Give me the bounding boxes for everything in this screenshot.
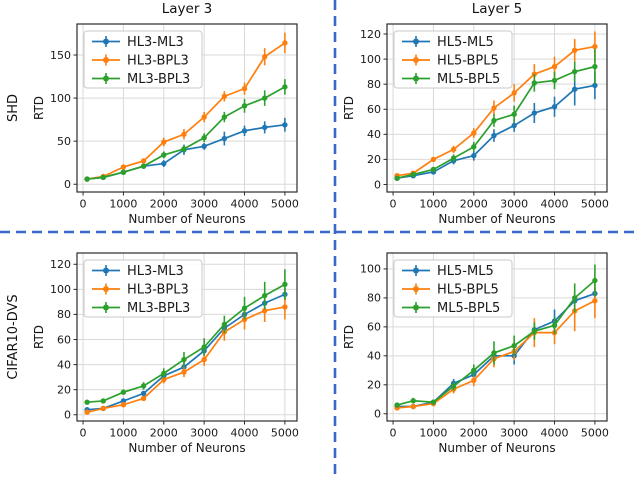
legend: HL5-ML5 HL5-BPL5 ML5-BPL5 bbox=[393, 30, 513, 89]
x-tick-label: 5000 bbox=[271, 198, 299, 211]
y-tick-label: 40 bbox=[367, 350, 381, 363]
axis-ticks: 0 1000 2000 3000 4000 5000 0 50 100 150 bbox=[50, 49, 299, 211]
x-axis-label: Number of Neurons bbox=[438, 212, 555, 226]
y-tick-label: 150 bbox=[50, 49, 71, 62]
plot-frame bbox=[386, 252, 608, 422]
legend-label: HL3-BPL3 bbox=[127, 283, 189, 298]
y-axis-label: RTD bbox=[32, 325, 46, 349]
y-tick-label: 0 bbox=[374, 408, 381, 421]
series-ML3-BPL3 bbox=[84, 79, 288, 182]
legend-label: HL5-ML5 bbox=[437, 264, 494, 279]
legend-label: HL5-BPL5 bbox=[437, 54, 499, 69]
legend-label: HL5-BPL5 bbox=[437, 283, 499, 298]
y-tick-label: 100 bbox=[50, 92, 71, 105]
series-ML3-BPL3 bbox=[84, 269, 288, 405]
y-tick-label: 20 bbox=[57, 383, 71, 396]
x-tick-label: 4000 bbox=[231, 427, 259, 440]
y-tick-label: 80 bbox=[367, 292, 381, 305]
chart-cifar10dvs-layer3: 0 1000 2000 3000 4000 5000 0 20 40 60 80 100 120 Numb… bbox=[32, 247, 310, 469]
y-tick-label: 20 bbox=[367, 379, 381, 392]
chart-shd-layer3: 0 1000 2000 3000 4000 5000 0 50 100 150 Number of … bbox=[32, 18, 310, 240]
y-tick-label: 60 bbox=[57, 333, 71, 346]
x-tick-label: 3000 bbox=[500, 198, 528, 211]
legend: HL5-ML5 HL5-BPL5 ML5-BPL5 bbox=[393, 259, 513, 318]
legend: HL3-ML3 HL3-BPL3 ML3-BPL3 bbox=[83, 30, 203, 89]
x-tick-label: 2000 bbox=[150, 198, 178, 211]
x-tick-label: 4000 bbox=[541, 427, 569, 440]
plot-frame bbox=[76, 23, 298, 193]
y-axis-label: RTD bbox=[32, 96, 46, 120]
row-label-shd: SHD bbox=[6, 93, 21, 123]
legend-label: ML5-BPL5 bbox=[437, 301, 500, 316]
x-tick-label: 2000 bbox=[150, 427, 178, 440]
legend-label: HL5-ML5 bbox=[437, 35, 494, 50]
x-tick-label: 3000 bbox=[500, 427, 528, 440]
series-ML5-BPL5 bbox=[394, 49, 598, 181]
x-tick-label: 4000 bbox=[231, 198, 259, 211]
x-tick-label: 0 bbox=[390, 198, 397, 211]
x-tick-label: 3000 bbox=[190, 198, 218, 211]
plot-frame bbox=[386, 23, 608, 193]
y-tick-label: 120 bbox=[360, 28, 381, 41]
y-tick-label: 0 bbox=[64, 178, 71, 191]
y-axis-label: RTD bbox=[342, 96, 356, 120]
x-tick-label: 4000 bbox=[541, 198, 569, 211]
x-tick-label: 1000 bbox=[419, 198, 447, 211]
y-axis-label: RTD bbox=[342, 325, 356, 349]
x-axis-label: Number of Neurons bbox=[128, 212, 245, 226]
y-tick-label: 100 bbox=[360, 53, 381, 66]
x-tick-label: 1000 bbox=[419, 427, 447, 440]
y-tick-label: 100 bbox=[360, 263, 381, 276]
legend-label: ML3-BPL3 bbox=[127, 72, 190, 87]
y-tick-label: 80 bbox=[57, 308, 71, 321]
y-tick-label: 60 bbox=[367, 321, 381, 334]
chart-svg-cifar10dvs-layer3: 0 1000 2000 3000 4000 5000 0 20 40 60 80 100 120 Numb… bbox=[32, 252, 299, 455]
y-tick-label: 60 bbox=[367, 103, 381, 116]
axis-ticks: 0 1000 2000 3000 4000 5000 0 20 40 60 80 100 120 bbox=[50, 258, 299, 439]
series-ML5-BPL5 bbox=[394, 264, 598, 408]
x-tick-label: 5000 bbox=[581, 198, 609, 211]
y-tick-label: 120 bbox=[50, 258, 71, 271]
chart-svg-shd-layer3: 0 1000 2000 3000 4000 5000 0 50 100 150 Number of … bbox=[32, 23, 299, 226]
x-axis-label: Number of Neurons bbox=[128, 441, 245, 455]
column-title-layer3: Layer 3 bbox=[161, 1, 213, 17]
x-tick-label: 5000 bbox=[581, 427, 609, 440]
x-tick-label: 1000 bbox=[109, 427, 137, 440]
x-tick-label: 2000 bbox=[460, 198, 488, 211]
chart-svg-shd-layer5: 0 1000 2000 3000 4000 5000 0 20 40 60 80 100 120 Numb… bbox=[342, 23, 609, 226]
y-tick-label: 40 bbox=[57, 358, 71, 371]
column-title-layer5: Layer 5 bbox=[471, 1, 523, 17]
y-tick-label: 100 bbox=[50, 283, 71, 296]
plot-frame bbox=[76, 252, 298, 422]
axis-ticks: 0 1000 2000 3000 4000 5000 0 20 40 60 80 100 120 bbox=[360, 28, 609, 211]
x-tick-label: 1000 bbox=[109, 198, 137, 211]
legend: HL3-ML3 HL3-BPL3 ML3-BPL3 bbox=[83, 259, 203, 318]
y-tick-label: 40 bbox=[367, 128, 381, 141]
series-HL3-BPL3 bbox=[84, 32, 288, 182]
chart-svg-cifar10dvs-layer5: 0 1000 2000 3000 4000 5000 0 20 40 60 80 100 Number … bbox=[342, 252, 609, 455]
x-tick-label: 0 bbox=[80, 427, 87, 440]
legend-label: ML5-BPL5 bbox=[437, 72, 500, 87]
legend-label: HL3-ML3 bbox=[127, 35, 184, 50]
x-tick-label: 0 bbox=[390, 427, 397, 440]
row-label-cifar10-dvs: CIFAR10-DVS bbox=[6, 294, 21, 380]
y-tick-label: 0 bbox=[64, 409, 71, 422]
x-axis-label: Number of Neurons bbox=[438, 441, 555, 455]
y-tick-label: 0 bbox=[374, 178, 381, 191]
x-tick-label: 0 bbox=[80, 198, 87, 211]
legend-label: HL3-ML3 bbox=[127, 264, 184, 279]
y-tick-label: 20 bbox=[367, 153, 381, 166]
legend-label: HL3-BPL3 bbox=[127, 54, 189, 69]
chart-shd-layer5: 0 1000 2000 3000 4000 5000 0 20 40 60 80 100 120 Numb… bbox=[342, 18, 620, 240]
legend-label: ML3-BPL3 bbox=[127, 301, 190, 316]
chart-cifar10dvs-layer5: 0 1000 2000 3000 4000 5000 0 20 40 60 80 100 Number … bbox=[342, 247, 620, 469]
y-tick-label: 80 bbox=[367, 78, 381, 91]
y-tick-label: 50 bbox=[57, 135, 71, 148]
axis-ticks: 0 1000 2000 3000 4000 5000 0 20 40 60 80 100 bbox=[360, 263, 609, 440]
x-tick-label: 5000 bbox=[271, 427, 299, 440]
x-tick-label: 2000 bbox=[460, 427, 488, 440]
x-tick-label: 3000 bbox=[190, 427, 218, 440]
